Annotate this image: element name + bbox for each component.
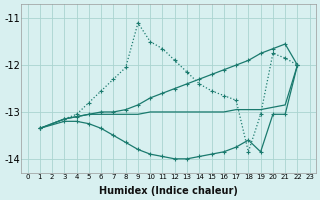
X-axis label: Humidex (Indice chaleur): Humidex (Indice chaleur) xyxy=(99,186,238,196)
